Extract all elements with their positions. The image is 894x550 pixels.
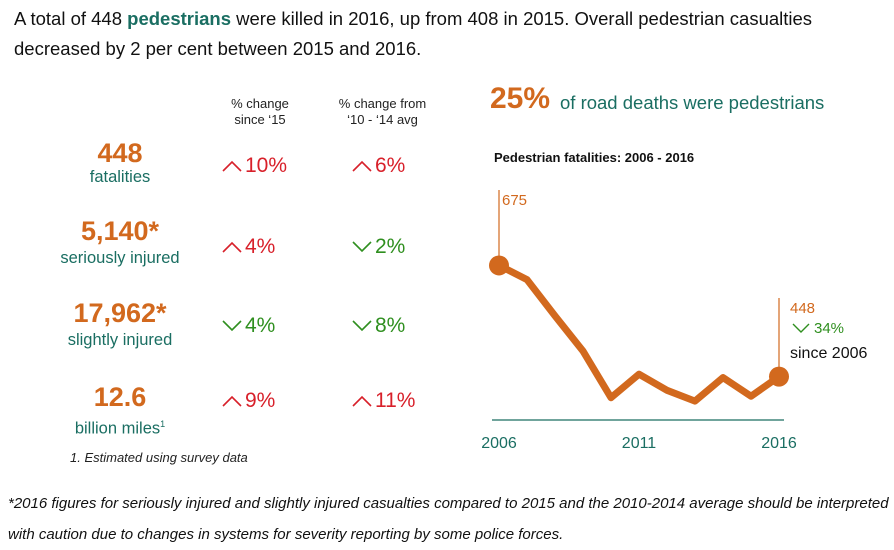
stat-value: 5,140*	[80, 216, 160, 246]
down-arrow-icon	[792, 323, 810, 333]
change-since-2015: 4%	[222, 235, 275, 259]
down-arrow-icon	[352, 320, 372, 332]
caution-footnote: *2016 figures for seriously injured and …	[8, 495, 889, 543]
headline: A total of 448 pedestrians were killed i…	[14, 4, 886, 64]
column-header-since-2015: % change since ‘15	[231, 96, 289, 127]
start-value-label: 675	[502, 192, 527, 209]
data-point-start	[489, 255, 509, 276]
end-value-label: 448	[790, 300, 815, 317]
x-tick-label: 2011	[622, 435, 657, 452]
up-arrow-icon	[352, 395, 372, 407]
column-header-vs-average: % change from ‘10 - ‘14 avg	[338, 96, 427, 127]
headline-text-start: A total of 448	[14, 8, 128, 29]
stat-value: 17,962*	[73, 298, 167, 328]
change-since-2015: 4%	[222, 314, 275, 338]
chart-title: Pedestrian fatalities: 2006 - 2016	[494, 150, 695, 165]
change-vs-average: 2%	[352, 235, 405, 259]
headline-highlight: pedestrians	[127, 8, 232, 29]
change-vs-average: 11%	[352, 389, 415, 413]
down-arrow-icon	[222, 320, 242, 332]
data-point-end	[769, 366, 789, 387]
change-vs-average: 6%	[352, 154, 405, 178]
stat-label: seriously injured	[60, 249, 180, 267]
change-vs-average: 8%	[352, 314, 405, 338]
change-since-2015: 9%	[222, 389, 275, 413]
stat-value: 12.6	[93, 382, 147, 412]
headline-text-end: were killed in 2016, up from 408 in 2015…	[14, 8, 813, 59]
end-change-caption: since 2006	[790, 345, 867, 362]
stat-value: 448	[97, 138, 143, 168]
pedestrian-share-percent: 25%	[490, 82, 551, 115]
up-arrow-icon	[222, 395, 242, 407]
x-tick-label: 2006	[481, 435, 517, 452]
up-arrow-icon	[222, 160, 242, 172]
pedestrian-share-text: of road deaths were pedestrians	[560, 92, 825, 113]
stat-label: fatalities	[89, 168, 151, 186]
stat-label: slightly injured	[67, 331, 173, 349]
down-arrow-icon	[352, 241, 372, 253]
up-arrow-icon	[352, 160, 372, 172]
footnote-marker: 1	[160, 419, 166, 429]
series-line	[495, 261, 783, 405]
change-since-2015: 10%	[222, 154, 287, 178]
end-change-label: 34%	[814, 320, 844, 337]
stat-label: billion miles1	[74, 419, 166, 438]
x-tick-label: 2016	[761, 435, 797, 452]
up-arrow-icon	[222, 241, 242, 253]
survey-note: 1. Estimated using survey data	[70, 450, 248, 465]
